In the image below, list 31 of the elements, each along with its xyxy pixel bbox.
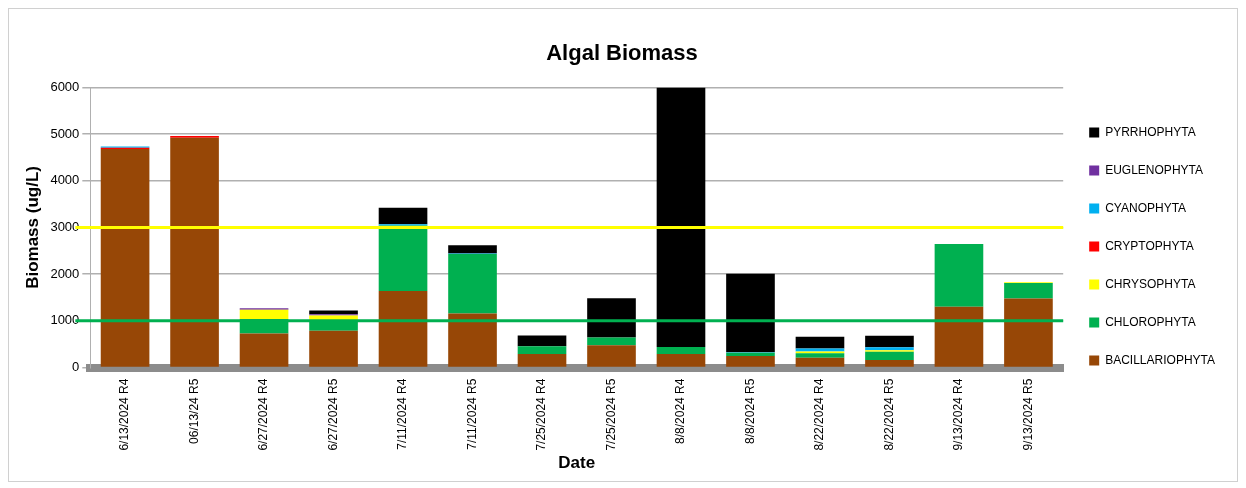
x-tick-label: 7/25/2024 R5	[603, 378, 618, 451]
y-tick-label: 0	[72, 359, 80, 375]
x-tick-label: 8/22/2024 R4	[812, 378, 827, 451]
x-tick-label: 8/22/2024 R5	[881, 378, 896, 451]
y-tick-label: 1000	[50, 312, 80, 328]
x-tick-label: 6/13/2024 R4	[117, 378, 132, 451]
legend-label: CRYPTOPHYTA	[1105, 238, 1194, 253]
y-tick-label: 4000	[50, 172, 80, 188]
x-tick-label: 9/13/2024 R5	[1020, 378, 1035, 451]
y-tick-label: 3000	[50, 219, 80, 235]
x-tick-label: 7/11/2024 R4	[395, 378, 410, 450]
x-tick-label: 8/8/2024 R4	[673, 378, 688, 444]
x-tick-label: 6/27/2024 R5	[325, 378, 340, 451]
legend-label: CHRYSOPHYTA	[1105, 276, 1196, 291]
x-tick-label: 7/11/2024 R5	[464, 378, 479, 450]
x-tick-label: 6/27/2024 R4	[256, 378, 271, 451]
y-tick-label: 2000	[50, 265, 80, 281]
y-axis-title: Biomass (ug/L)	[22, 166, 42, 289]
legend-label: PYRRHOPHYTA	[1105, 124, 1196, 139]
legend-label: BACILLARIOPHYTA	[1105, 352, 1215, 367]
legend-label: CYANOPHYTA	[1105, 200, 1187, 215]
chart-title: Algal Biomass	[546, 40, 698, 66]
legend-label: CHLOROPHYTA	[1105, 314, 1196, 329]
x-tick-label: 9/13/2024 R4	[951, 378, 966, 451]
x-tick-label: 06/13/24 R5	[186, 378, 201, 444]
x-axis-title: Date	[558, 453, 596, 473]
x-tick-label: 7/25/2024 R4	[534, 378, 549, 451]
y-tick-label: 6000	[50, 78, 80, 94]
y-tick-label: 5000	[50, 125, 80, 141]
legend-label: EUGLENOPHYTA	[1105, 162, 1203, 177]
x-tick-label: 8/8/2024 R5	[742, 378, 757, 444]
